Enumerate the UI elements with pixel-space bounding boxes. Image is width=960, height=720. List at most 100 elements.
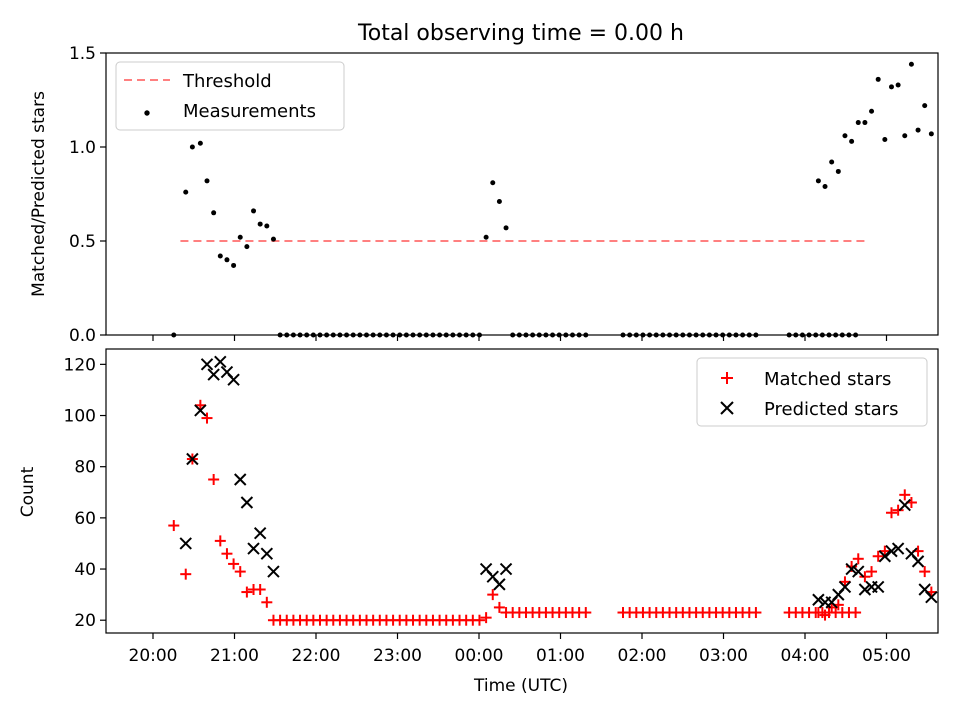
measurement-point — [815, 178, 821, 184]
measurement-point — [869, 108, 875, 114]
measurement-point — [862, 120, 868, 126]
ratio-y-tick-label: 0.0 — [69, 326, 96, 346]
count-y-tick-label: 100 — [64, 407, 96, 427]
ratio-panel: Total observing time = 0.00 h 0.0 0.5 1.0 1… — [29, 21, 939, 346]
measurement-point — [915, 127, 921, 133]
matched-star-point — [201, 412, 213, 424]
count-x-tick-label: 23:00 — [373, 646, 422, 666]
measurement-point — [849, 138, 855, 144]
matched-star-point — [812, 607, 824, 619]
measurement-point — [895, 82, 901, 88]
x-axis-label: Time (UTC) — [473, 676, 568, 696]
ratio-y-tick-label: 1.5 — [69, 44, 96, 64]
count-x-tick-label: 22:00 — [292, 646, 341, 666]
matched-star-point — [750, 607, 762, 619]
matched-star-point — [879, 545, 891, 557]
count-legend-box — [696, 357, 928, 427]
measurement-point — [888, 84, 894, 90]
measurement-point — [204, 178, 210, 184]
predicted-star-point — [871, 580, 885, 594]
predicted-star-point — [898, 498, 911, 512]
predicted-star-point — [247, 542, 260, 555]
matched-star-point — [819, 609, 831, 621]
matched-star-point — [234, 566, 246, 578]
ratio-axes-frame — [105, 52, 939, 336]
legend-matched-label: Matched stars — [764, 369, 891, 390]
legend-predicted-label: Predicted stars — [764, 399, 898, 420]
matched-star-point — [839, 576, 851, 588]
count-x-tick-label: 21:00 — [210, 646, 259, 666]
measurement-point — [922, 103, 928, 109]
measurement-point — [490, 180, 496, 186]
measurement-point — [503, 225, 509, 231]
predicted-star-point — [227, 373, 240, 386]
measurement-point — [270, 236, 276, 242]
measurement-point — [231, 262, 237, 268]
legend-predicted-swatch — [720, 401, 734, 415]
measurement-point — [244, 244, 250, 250]
matched-star-point — [866, 566, 878, 578]
measurement-point — [483, 234, 489, 240]
matched-star-point — [180, 568, 192, 580]
measurement-point — [928, 131, 934, 137]
ratio-y-ticks: 0.0 0.5 1.0 1.5 — [69, 44, 106, 346]
matched-star-point — [487, 589, 499, 601]
ratio-y-tick-label: 1.0 — [69, 138, 96, 158]
measurement-point — [189, 144, 195, 150]
count-y-ticks: 20 40 60 80 100 120 — [64, 355, 106, 631]
chart-title: Total observing time = 0.00 h — [357, 21, 684, 46]
ratio-legend-box — [115, 61, 345, 131]
measurement-point — [855, 120, 861, 126]
measurement-point — [842, 133, 848, 139]
predicted-star-point — [179, 537, 192, 550]
matched-star-point — [580, 607, 592, 619]
count-axes-frame — [105, 348, 939, 634]
predicted-star-point — [911, 555, 925, 568]
matched-star-point — [919, 566, 931, 578]
matched-star-point — [194, 399, 206, 411]
predicted-star-point — [214, 355, 227, 368]
matched-star-point — [221, 548, 233, 560]
matched-star-point — [241, 586, 253, 598]
matched-star-point — [254, 584, 266, 596]
matched-star-point — [228, 558, 240, 570]
matched-star-point — [214, 535, 226, 547]
predicted-star-point — [267, 565, 280, 578]
predicted-star-point — [260, 547, 274, 560]
matched-star-point — [208, 473, 220, 485]
predicted-star-point — [194, 404, 207, 417]
count-x-tick-label: 02:00 — [618, 646, 667, 666]
ratio-legend: Threshold Measurements — [115, 61, 345, 131]
count-x-tick-label: 00:00 — [455, 646, 504, 666]
matched-stars-points — [168, 399, 937, 626]
measurement-point — [257, 221, 263, 227]
measurement-point — [264, 223, 270, 229]
predicted-star-point — [891, 542, 905, 555]
matched-star-point — [168, 520, 180, 532]
ratio-x-ticks — [152, 335, 888, 341]
measurement-point — [875, 76, 881, 82]
predicted-star-point — [838, 580, 852, 594]
count-y-tick-label: 120 — [64, 355, 96, 375]
predicted-star-point — [253, 527, 267, 540]
matched-star-point — [826, 601, 838, 613]
predicted-star-point — [234, 473, 247, 486]
count-legend: Matched stars Predicted stars — [696, 357, 928, 427]
predicted-star-point — [878, 550, 892, 563]
matched-star-point — [480, 612, 492, 624]
measurement-point — [908, 61, 914, 67]
measurement-point — [237, 234, 243, 240]
count-x-tick-label: 03:00 — [699, 646, 748, 666]
measurement-point — [829, 159, 835, 165]
predicted-star-point — [845, 562, 858, 576]
matched-star-point — [261, 596, 273, 608]
predicted-star-point — [858, 583, 872, 596]
count-y-tick-label: 20 — [74, 611, 96, 631]
legend-measurements-swatch — [144, 110, 150, 116]
predicted-star-point — [812, 593, 825, 606]
legend-measurements-label: Measurements — [183, 101, 316, 122]
predicted-star-point — [186, 452, 199, 466]
measurement-point — [251, 208, 257, 214]
matched-star-point — [885, 507, 897, 519]
